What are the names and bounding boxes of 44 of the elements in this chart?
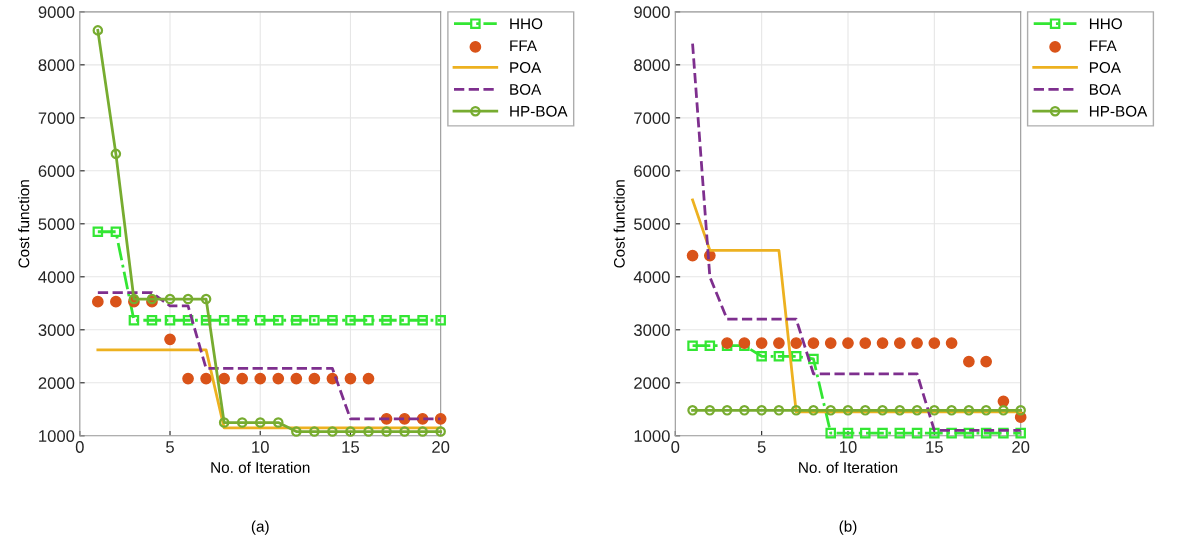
y-tick-label: 5000	[38, 218, 75, 231]
text: (b)	[839, 520, 857, 535]
x-tick-label: 0	[671, 441, 680, 453]
y-axis-title: Cost function	[613, 180, 625, 268]
y-tick-label: 6000	[38, 165, 75, 178]
legend-label: HHO	[510, 18, 543, 30]
legend-label: HHO	[1089, 18, 1122, 30]
x-axis-title: No. of Iteration	[799, 461, 898, 473]
y-tick-label: 1000	[39, 430, 75, 442]
x-tick-label: 20	[432, 441, 450, 453]
legend-label: HP-BOA	[510, 105, 568, 117]
y-tick-label: 9000	[38, 6, 75, 19]
x-tick-label: 5	[757, 441, 766, 453]
y-tick-label: 2000	[634, 377, 670, 389]
y-tick-label: 6000	[634, 165, 670, 178]
legend-label: BOA	[1089, 83, 1121, 95]
x-tick-label: 10	[252, 441, 269, 453]
y-axis-title: Cost function	[18, 180, 30, 268]
y-tick-label: 4000	[633, 271, 670, 283]
legend-label: POA	[1089, 62, 1121, 73]
legend-label: POA	[510, 62, 542, 73]
legend-label: BOA	[510, 83, 542, 95]
x-tick-label: 10	[839, 441, 857, 453]
y-tick-label: 7000	[634, 112, 670, 125]
x-tick-label: 20	[1012, 441, 1030, 453]
text: (a)	[251, 520, 269, 535]
legend-label: HP-BOA	[1089, 105, 1148, 117]
x-tick-label: 15	[342, 441, 360, 453]
legend-label: FFA	[1089, 40, 1117, 51]
legend-label: FFA	[510, 40, 537, 51]
y-tick-label: 4000	[38, 271, 75, 283]
y-tick-label: 5000	[634, 218, 670, 231]
x-tick-label: 15	[926, 441, 943, 453]
y-tick-label: 1000	[634, 430, 670, 442]
y-tick-label: 2000	[38, 377, 75, 389]
y-tick-label: 8000	[634, 59, 670, 72]
y-tick-label: 9000	[634, 6, 670, 19]
x-axis-title: No. of Iteration	[211, 461, 310, 473]
y-tick-label: 3000	[634, 324, 670, 336]
y-tick-label: 7000	[38, 112, 75, 125]
y-tick-label: 8000	[38, 59, 75, 72]
y-tick-label: 3000	[38, 324, 75, 336]
x-tick-label: 0	[75, 441, 84, 453]
x-tick-label: 5	[166, 441, 174, 453]
